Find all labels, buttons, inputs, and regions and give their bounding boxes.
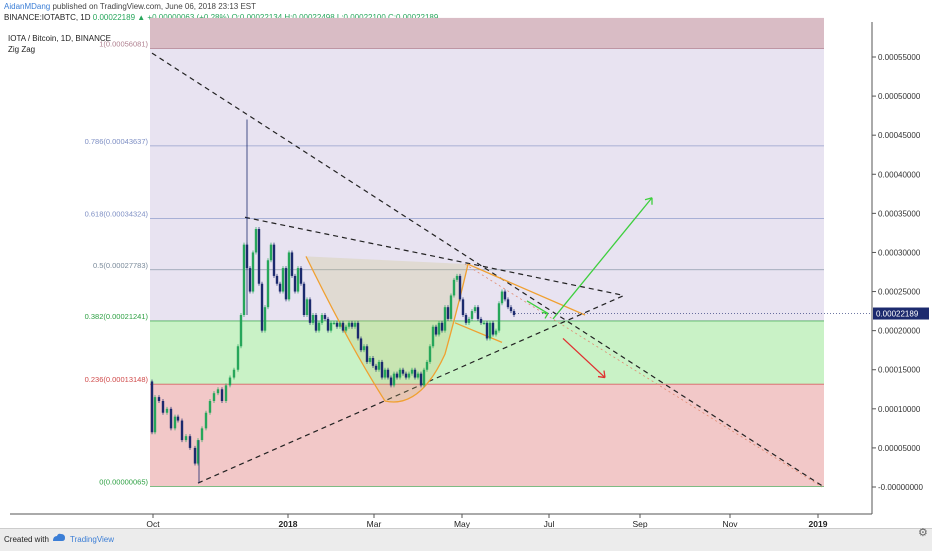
time-tick-label: 2019 <box>809 519 828 529</box>
price-tick-label: 0.00035000 <box>878 209 921 218</box>
price-tick-label: 0.00030000 <box>878 248 921 257</box>
ohlc-values: 0.00022189 ▲ +0.00000063 (+0.28%) O:0.00… <box>92 13 439 22</box>
mid-descending-trendline <box>244 216 625 297</box>
fib-label-4: 0.382(0.00021241) <box>85 312 149 321</box>
chart-legend: IOTA / Bitcoin, 1D, BINANCE Zig Zag <box>8 33 111 55</box>
legend-title: IOTA / Bitcoin, 1D, BINANCE <box>8 34 111 43</box>
time-tick-label: May <box>454 519 471 529</box>
price-tick-label: 0.00025000 <box>878 288 921 297</box>
publish-header: AidanMDang published on TradingView.com,… <box>4 2 256 11</box>
time-tick-label: 2018 <box>279 519 298 529</box>
fib-zone-purple <box>150 48 824 321</box>
small-green-arrow-line <box>526 300 549 314</box>
symbol-line: BINANCE:IOTABTC, 1D <box>4 13 91 22</box>
price-tick-label: 0.00045000 <box>878 131 921 140</box>
projection-dotted-line <box>464 263 823 488</box>
small-green-arrow-head <box>541 311 549 319</box>
time-tick-label: Mar <box>367 519 382 529</box>
last-price-tag <box>873 307 929 320</box>
price-tick-label: 0.00040000 <box>878 170 921 179</box>
lower-ascending-trendline <box>197 294 625 484</box>
created-with-label: Created with <box>4 535 49 544</box>
fib-label-2: 0.618(0.00034324) <box>85 210 149 219</box>
legend-indicator[interactable]: Zig Zag <box>8 45 36 54</box>
pennant-upper-line <box>467 263 586 316</box>
fib-zone-top <box>150 17 824 49</box>
time-tick-label: Nov <box>722 519 738 529</box>
bullish-arrow-line <box>552 197 653 320</box>
bearish-arrow-line <box>562 337 606 379</box>
price-tick-label: 0.00055000 <box>878 53 921 62</box>
price-tick-label: 0.00050000 <box>878 92 921 101</box>
publish-info: published on TradingView.com, June 06, 2… <box>52 2 257 11</box>
time-tick-label: Oct <box>146 519 160 529</box>
author-link[interactable]: AidanMDang <box>4 2 51 11</box>
last-price-label: 0.00022189 <box>876 310 919 319</box>
fib-label-5: 0.236(0.00013148) <box>85 375 149 384</box>
price-tick-label: 0.00005000 <box>878 444 921 453</box>
time-tick-label: Sep <box>632 519 647 529</box>
price-tick-label: -0.00000000 <box>878 483 923 492</box>
fib-label-6: 0(0.00000065) <box>99 477 148 486</box>
fib-label-0: 1(0.00056081) <box>99 40 148 49</box>
price-tick-label: 0.00010000 <box>878 405 921 414</box>
bearish-arrow-head <box>597 370 606 379</box>
bullish-arrow-head <box>644 197 653 205</box>
fib-zone-red <box>150 384 824 487</box>
tradingview-brand[interactable]: TradingView <box>70 535 115 544</box>
upper-descending-trendline <box>151 52 825 488</box>
fib-label-3: 0.5(0.00027783) <box>93 261 149 270</box>
footer-bar: Created with TradingView <box>0 528 932 551</box>
settings-gear-icon[interactable]: ⚙ <box>918 527 928 539</box>
fib-label-1: 0.786(0.00043637) <box>85 137 149 146</box>
time-tick-label: Jul <box>544 519 555 529</box>
tradingview-logo-icon <box>53 533 65 541</box>
price-tick-label: 0.00020000 <box>878 327 921 336</box>
price-tick-label: 0.00015000 <box>878 366 921 375</box>
pennant-lower-line <box>454 322 503 343</box>
symbol-header: BINANCE:IOTABTC, 1D 0.00022189 ▲ +0.0000… <box>4 13 438 22</box>
